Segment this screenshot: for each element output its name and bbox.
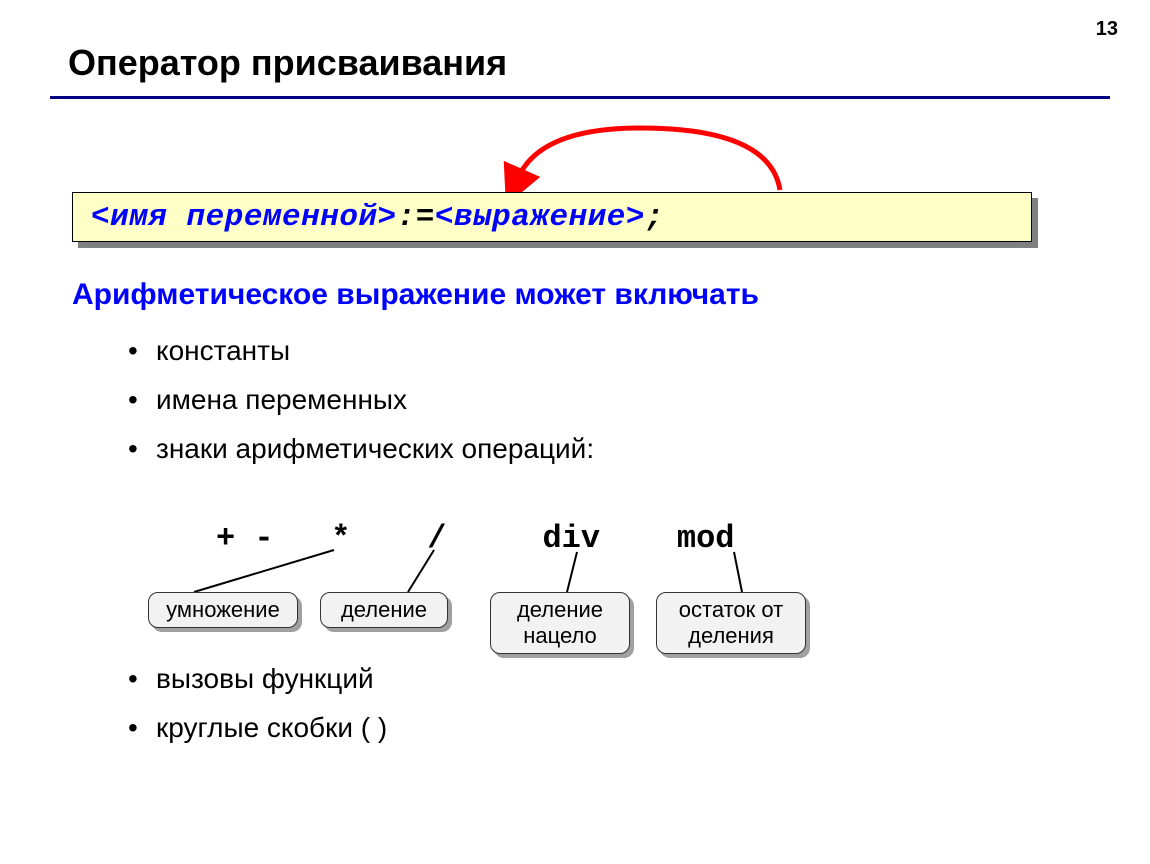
operators-row: + - * / div mod: [216, 520, 734, 557]
list-item: константы: [128, 326, 594, 375]
subtitle: Арифметическое выражение может включать: [72, 278, 759, 312]
list-item: имена переменных: [128, 375, 594, 424]
list-item: вызовы функций: [128, 654, 387, 703]
callout-division: деление: [320, 592, 448, 628]
bullet-list-top: константы имена переменных знаки арифмет…: [128, 326, 594, 473]
syntax-expr-part: <выражение>: [435, 200, 645, 235]
syntax-var-part: <имя переменной>: [91, 200, 397, 235]
syntax-box: <имя переменной> := <выражение> ;: [72, 192, 1032, 242]
syntax-assign-op: :=: [397, 200, 435, 235]
list-item: знаки арифметических операций:: [128, 424, 594, 473]
page-number: 13: [1096, 18, 1118, 41]
title-underline: [50, 96, 1110, 99]
syntax-terminator: ;: [645, 200, 664, 235]
slide-title: Оператор присваивания: [68, 42, 507, 84]
callout-integer-division: деление нацело: [490, 592, 630, 654]
list-item: круглые скобки ( ): [128, 703, 387, 752]
callout-modulo: остаток от деления: [656, 592, 806, 654]
bullet-list-bottom: вызовы функций круглые скобки ( ): [128, 654, 387, 752]
callout-multiplication: умножение: [148, 592, 298, 628]
